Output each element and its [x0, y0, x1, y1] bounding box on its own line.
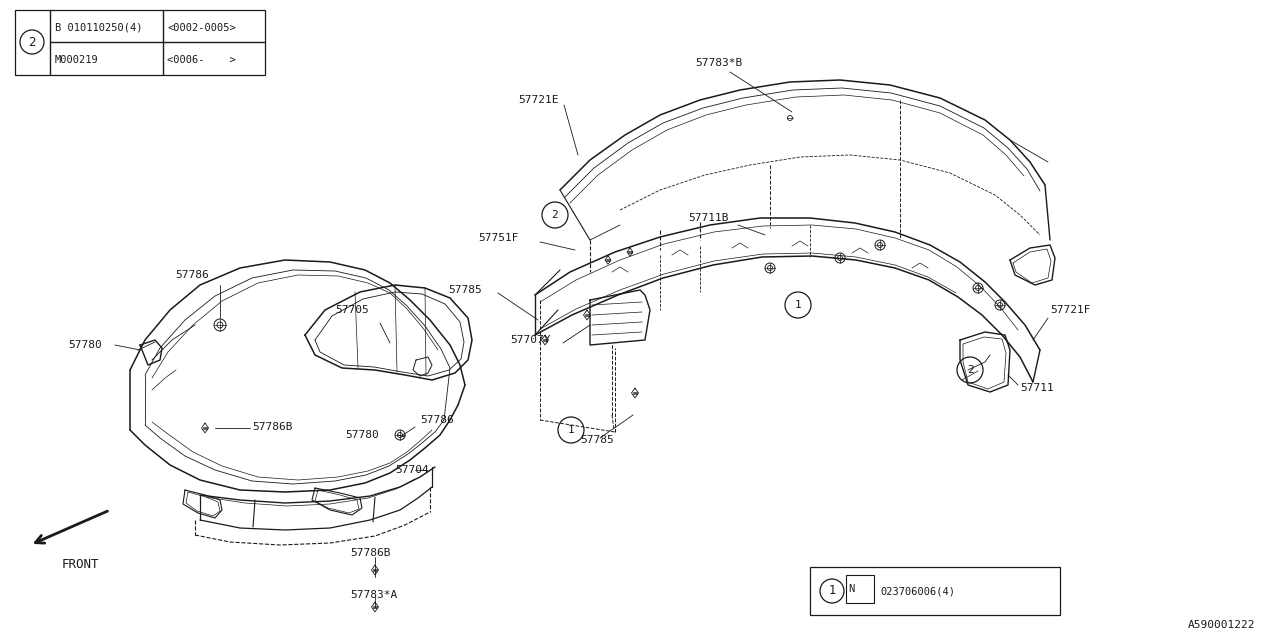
Text: 57780: 57780	[68, 340, 101, 350]
Text: 57707Y: 57707Y	[509, 335, 550, 345]
Text: 57721E: 57721E	[518, 95, 558, 105]
Text: 57780: 57780	[346, 430, 379, 440]
Text: 57783*A: 57783*A	[349, 590, 397, 600]
Text: 57785: 57785	[580, 435, 613, 445]
Text: 57711B: 57711B	[689, 213, 728, 223]
Text: <0006-    >: <0006- >	[166, 55, 236, 65]
Text: 57786B: 57786B	[252, 422, 293, 432]
Text: FRONT: FRONT	[61, 558, 99, 571]
Text: B 010110250(4): B 010110250(4)	[55, 23, 142, 33]
Text: <0002-0005>: <0002-0005>	[166, 23, 236, 33]
Text: 57786: 57786	[175, 270, 209, 280]
Text: 57786: 57786	[420, 415, 453, 425]
Text: 023706006(4): 023706006(4)	[881, 586, 955, 596]
Text: N: N	[849, 584, 854, 594]
Text: 1: 1	[795, 300, 801, 310]
Text: 2: 2	[552, 210, 558, 220]
Text: 57783*B: 57783*B	[695, 58, 742, 68]
Text: A590001222: A590001222	[1188, 620, 1254, 630]
Text: 57711: 57711	[1020, 383, 1053, 393]
Text: 57786B: 57786B	[349, 548, 390, 558]
Text: 57721F: 57721F	[1050, 305, 1091, 315]
Text: 2: 2	[966, 365, 973, 375]
Text: M000219: M000219	[55, 55, 99, 65]
Text: 57751F: 57751F	[477, 233, 518, 243]
Text: 57705: 57705	[335, 305, 369, 315]
Text: 1: 1	[567, 425, 575, 435]
Text: 2: 2	[28, 35, 36, 49]
Text: 57785: 57785	[448, 285, 481, 295]
Text: 1: 1	[828, 584, 836, 598]
Text: 57704: 57704	[396, 465, 429, 475]
